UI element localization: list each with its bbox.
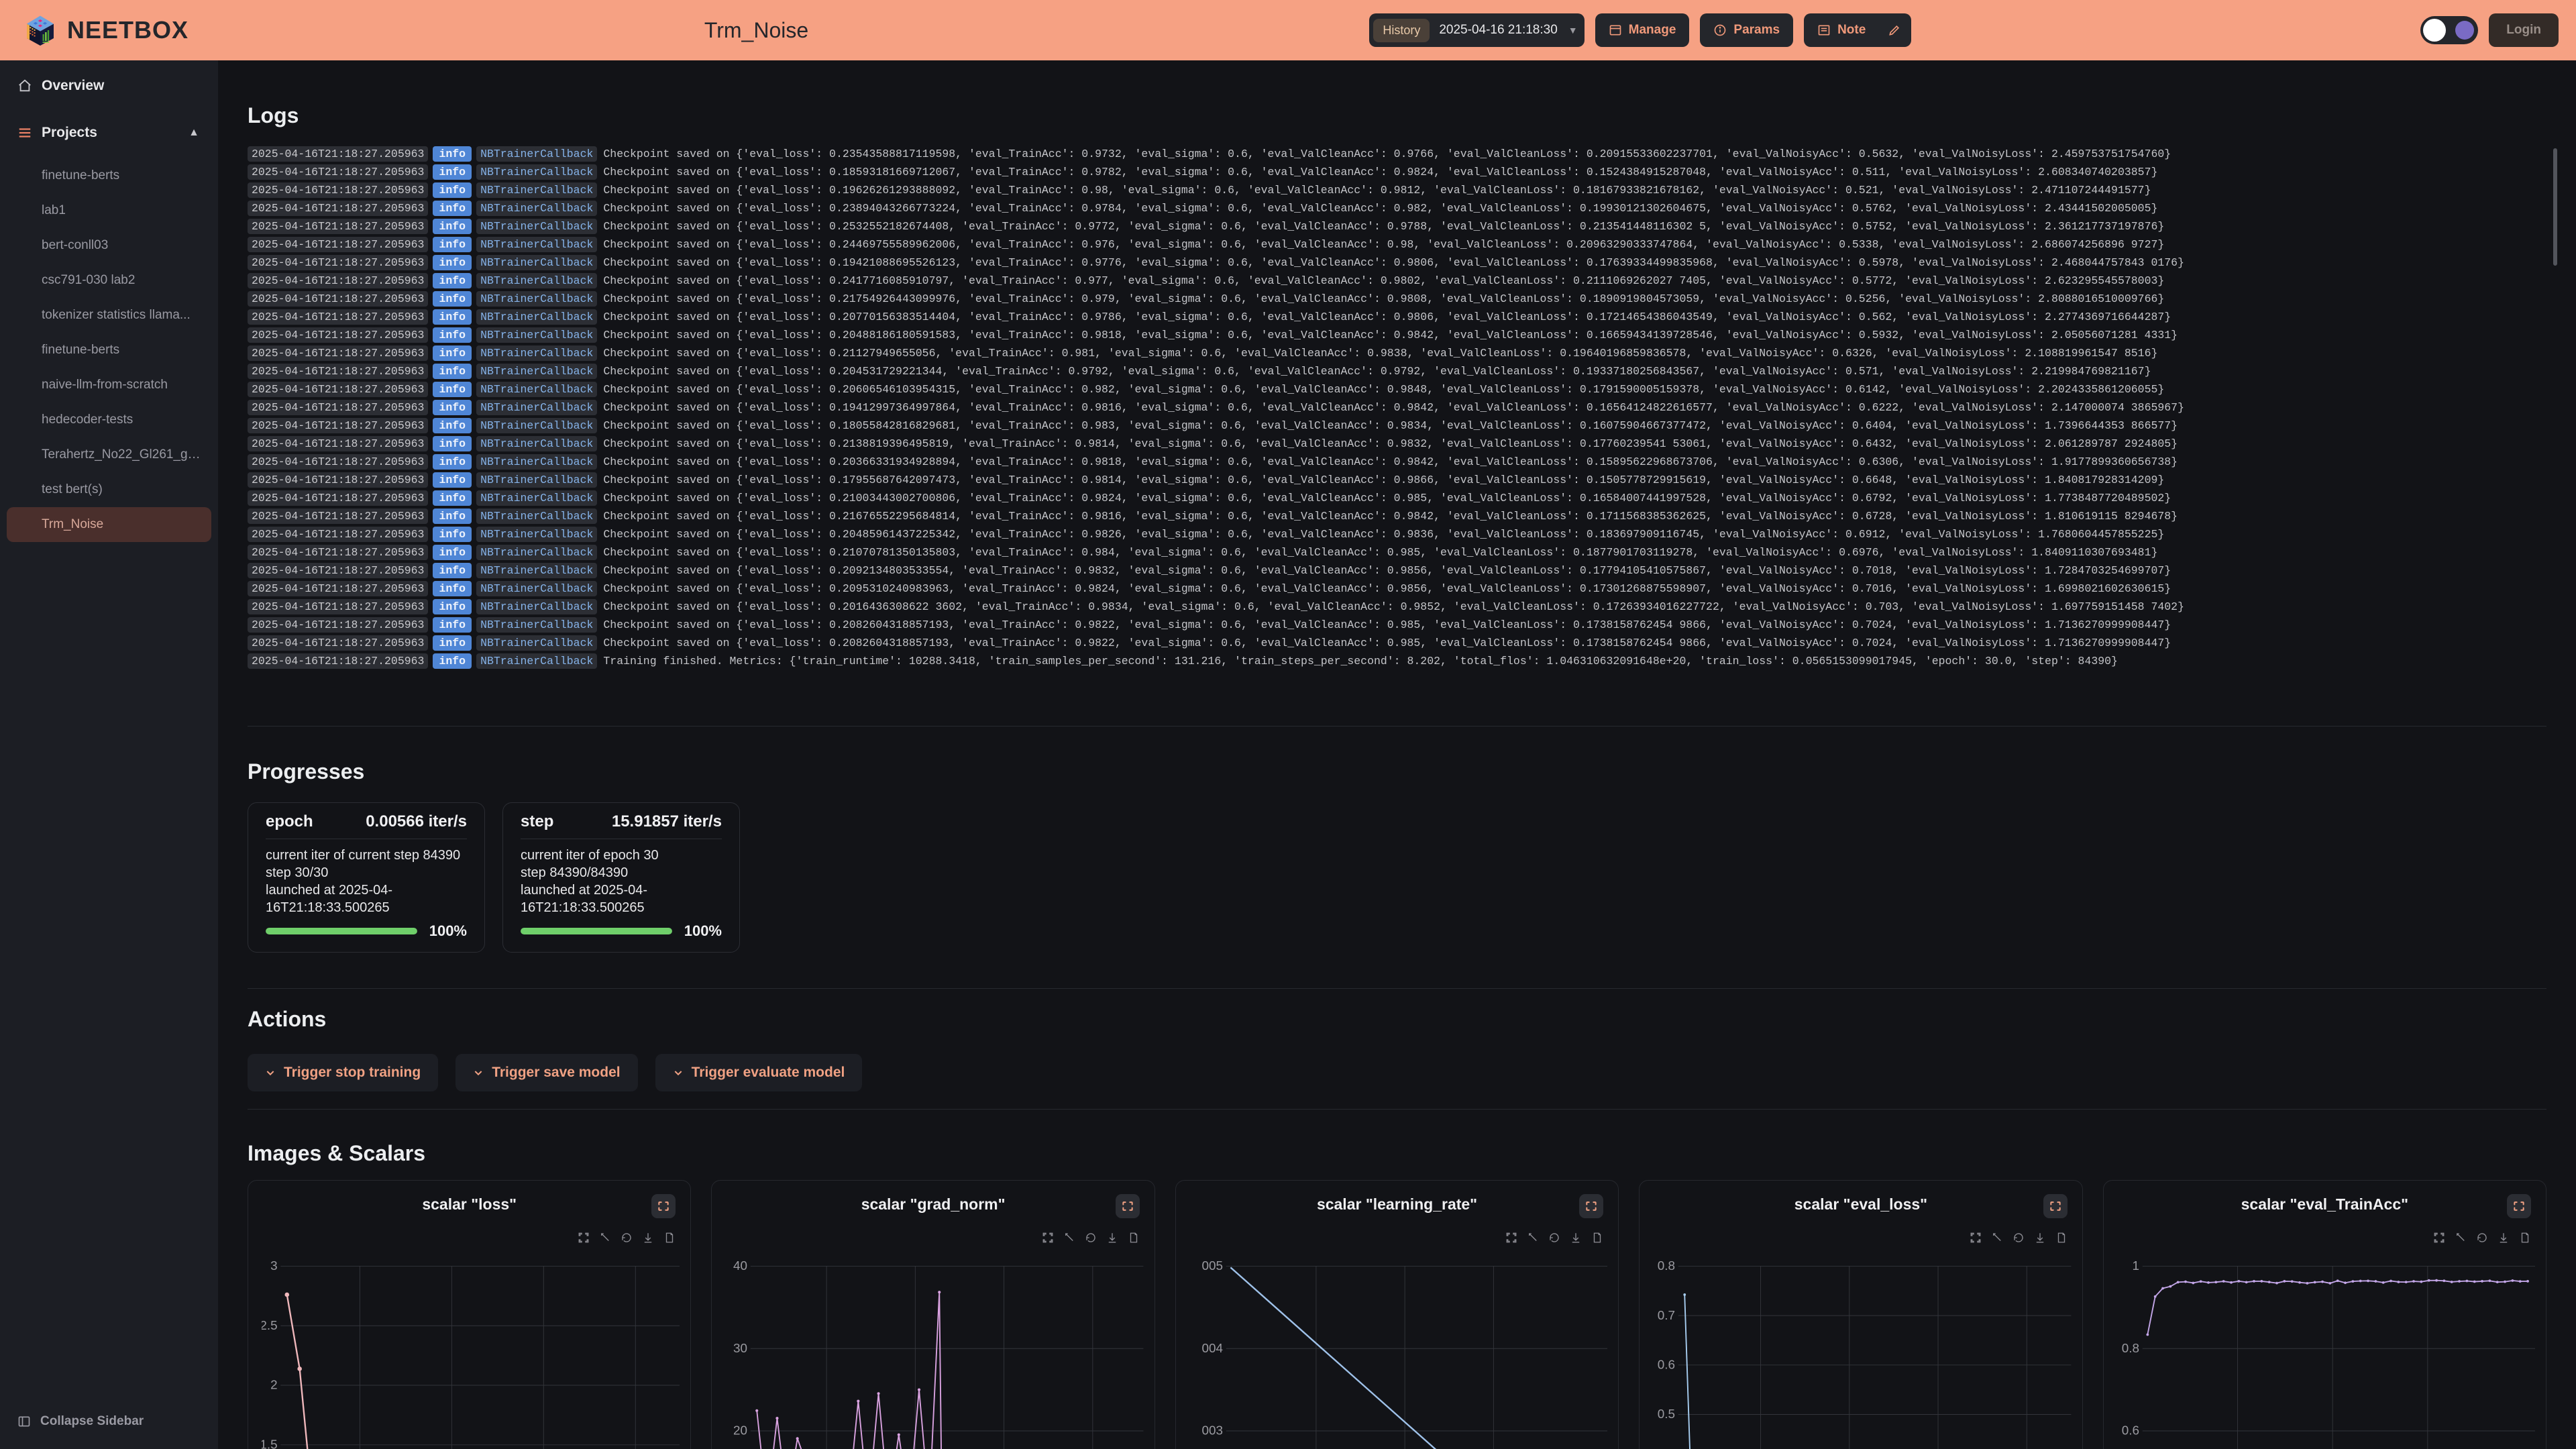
svg-text:005: 005 bbox=[1201, 1260, 1223, 1273]
svg-text:2.5: 2.5 bbox=[262, 1319, 278, 1333]
svg-text:3: 3 bbox=[270, 1260, 278, 1273]
svg-text:1.5: 1.5 bbox=[262, 1438, 278, 1449]
svg-text:0.7: 0.7 bbox=[1658, 1309, 1675, 1323]
svg-text:2: 2 bbox=[270, 1379, 278, 1393]
svg-text:0.8: 0.8 bbox=[1658, 1260, 1675, 1273]
svg-text:1: 1 bbox=[2132, 1260, 2139, 1273]
svg-text:0.6: 0.6 bbox=[2121, 1424, 2139, 1438]
svg-text:003: 003 bbox=[1201, 1424, 1223, 1438]
svg-text:40: 40 bbox=[733, 1260, 747, 1273]
svg-text:004: 004 bbox=[1201, 1342, 1223, 1356]
svg-text:0.6: 0.6 bbox=[1658, 1358, 1675, 1372]
svg-text:0.5: 0.5 bbox=[1658, 1407, 1675, 1421]
svg-text:20: 20 bbox=[733, 1424, 747, 1438]
svg-text:0.8: 0.8 bbox=[2121, 1342, 2139, 1356]
svg-text:30: 30 bbox=[733, 1342, 747, 1356]
